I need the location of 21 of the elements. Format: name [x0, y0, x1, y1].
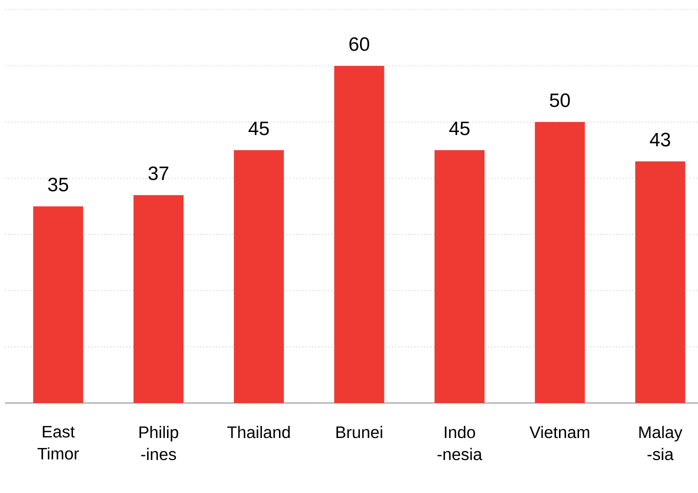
data-label: 45 [248, 122, 269, 136]
bar [635, 161, 686, 403]
data-label: 60 [349, 37, 370, 51]
bar [134, 195, 184, 403]
x-tick-label: Thailand [227, 426, 290, 438]
bar [33, 206, 84, 403]
bar [534, 122, 585, 403]
x-tick-label: Malay -sia [639, 426, 682, 460]
x-tick-label: Brunei [336, 426, 382, 438]
x-tick-label: Vietnam [530, 426, 590, 438]
bar [234, 150, 284, 403]
data-label: 45 [449, 122, 470, 136]
data-label: 50 [550, 93, 570, 108]
x-tick-label: Philip -ines [140, 426, 178, 460]
data-label: 35 [48, 178, 68, 192]
bar [334, 66, 384, 403]
x-tick-label: East Timor [38, 426, 79, 460]
data-label: 43 [650, 132, 670, 146]
bar [434, 150, 485, 403]
data-label: 37 [148, 166, 168, 180]
x-tick-label: Indo -nesia [438, 426, 482, 460]
